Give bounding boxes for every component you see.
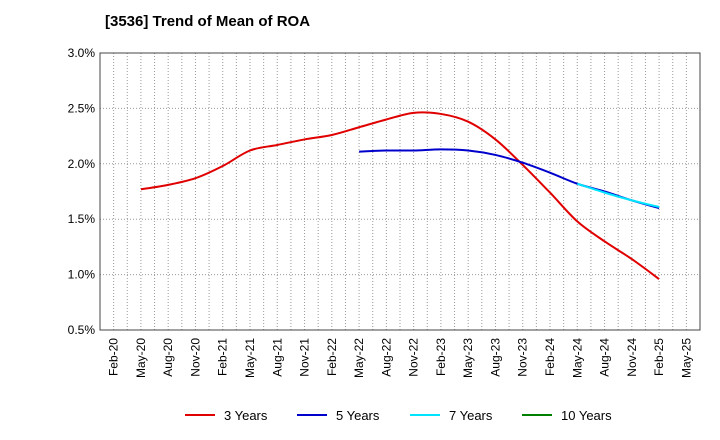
legend-label-10-years: 10 Years (561, 408, 612, 423)
legend-label-7-years: 7 Years (449, 408, 493, 423)
x-tick-label: Feb-25 (652, 338, 666, 376)
series-line-5-years (359, 148, 660, 210)
x-tick-label: May-20 (134, 338, 148, 378)
x-tick-label: Nov-24 (625, 338, 639, 377)
x-tick-label: May-24 (570, 338, 584, 378)
x-tick-label: May-25 (679, 338, 693, 378)
x-tick-label: Aug-20 (161, 338, 175, 377)
x-tick-label: Aug-23 (488, 338, 502, 377)
x-tick-label: Feb-21 (216, 338, 230, 376)
x-tick-label: Feb-20 (107, 338, 121, 376)
x-tick-label: Nov-20 (188, 338, 202, 377)
x-tick-label: Feb-22 (325, 338, 339, 376)
y-tick-label: 0.5% (68, 323, 96, 337)
y-tick-label: 1.0% (68, 268, 96, 282)
y-tick-label: 2.5% (68, 101, 96, 115)
series-line-7-years (576, 182, 660, 208)
plot-frame (99, 52, 701, 331)
x-tick-label: May-21 (243, 338, 257, 378)
x-tick-label: May-22 (352, 338, 366, 378)
x-tick-label: Aug-24 (598, 338, 612, 377)
x-tick-label: Feb-23 (434, 338, 448, 376)
y-tick-label: 3.0% (68, 46, 96, 60)
y-tick-label: 2.0% (68, 157, 96, 171)
x-tick-label: May-23 (461, 338, 475, 378)
x-tick-label: Aug-22 (379, 338, 393, 377)
x-tick-label: Aug-21 (270, 338, 284, 377)
y-tick-label: 1.5% (68, 212, 96, 226)
x-tick-label: Feb-24 (543, 338, 557, 376)
chart-title: [3536] Trend of Mean of ROA (105, 13, 311, 30)
series-line-3-years (140, 111, 660, 280)
x-tick-label: Nov-21 (298, 338, 312, 377)
legend-label-5-years: 5 Years (336, 408, 380, 423)
x-tick-label: Nov-22 (407, 338, 421, 377)
legend-label-3-years: 3 Years (224, 408, 268, 423)
x-tick-label: Nov-23 (516, 338, 530, 377)
